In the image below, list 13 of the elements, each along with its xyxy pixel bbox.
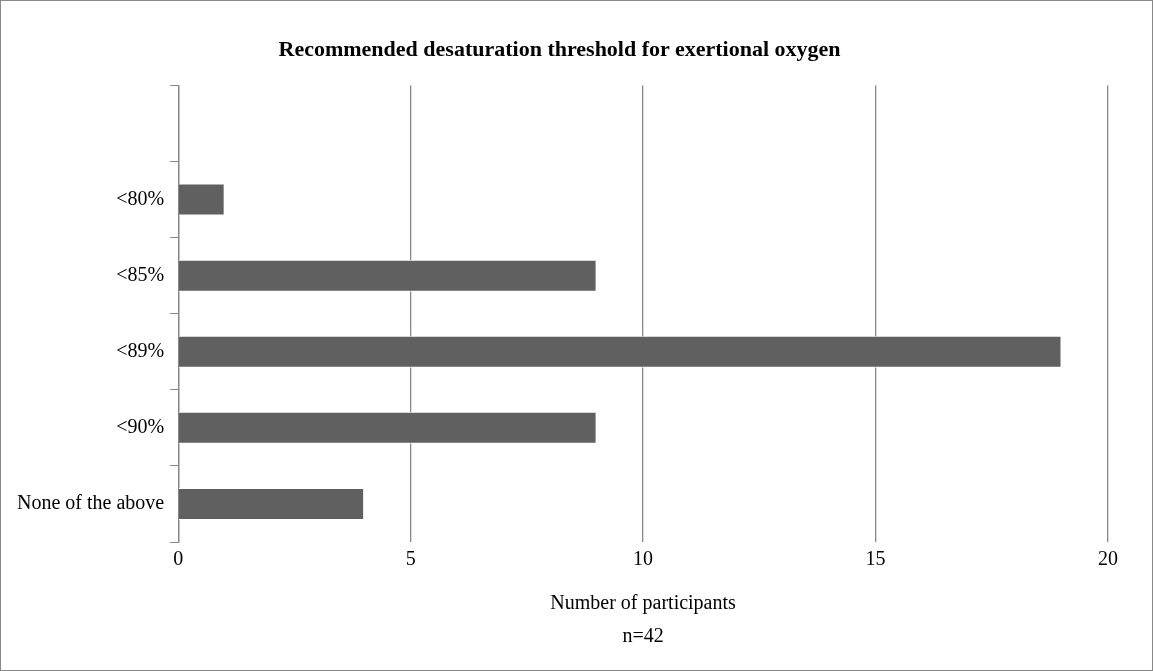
x-tick-label: 5 xyxy=(405,547,416,570)
text: n=42 xyxy=(622,624,664,646)
y-tick-label: <85% xyxy=(116,262,165,285)
x-tick-label: 10 xyxy=(633,547,654,570)
y-tick-label: <90% xyxy=(116,415,165,438)
x-tick-label: 20 xyxy=(1098,547,1118,570)
y-tick-label: None of the above xyxy=(17,491,165,514)
y-tick-label: <80% xyxy=(116,186,165,209)
y-tick-label: <89% xyxy=(116,339,165,361)
chart-title: Recommended desaturation threshold for exertional oxygen xyxy=(278,35,841,61)
x-tick-label: 0 xyxy=(173,547,184,570)
x-tick-label: 15 xyxy=(865,547,886,570)
x-axis-title: Number of participants xyxy=(550,591,737,615)
